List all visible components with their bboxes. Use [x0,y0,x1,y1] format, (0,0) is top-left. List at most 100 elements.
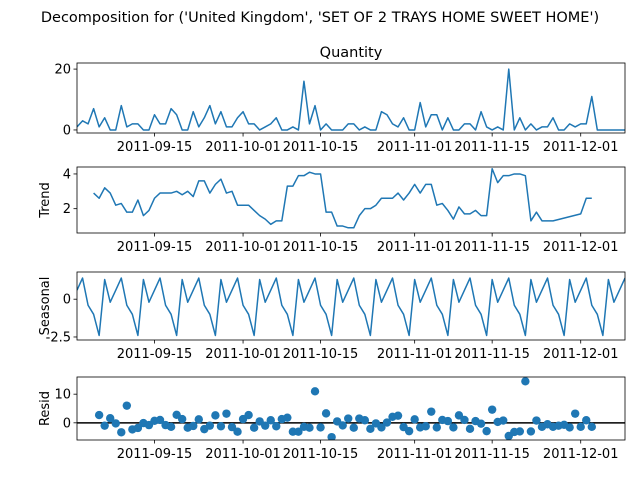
resid-point [155,415,165,425]
x-tick-label: 2011-10-15 [283,447,359,462]
resid-point [94,410,104,420]
resid-point [432,423,441,432]
x-tick-label: 2011-10-01 [205,240,281,255]
y-tick-label: 2 [63,202,71,217]
resid-point [515,427,525,436]
resid-point [294,427,303,436]
resid-point [100,421,109,430]
resid-point [443,416,453,426]
y-tick-label: 0 [63,416,71,431]
resid-point [410,415,419,424]
resid-point [310,387,320,396]
resid-point [194,415,203,424]
resid-point [582,416,591,425]
y-axis-label: Trend [38,182,53,219]
x-tick-label: 2011-11-15 [454,347,530,362]
observed-series-line [77,68,625,131]
panel-resid-plot [77,377,625,440]
resid-point [487,405,497,414]
resid-point [272,422,281,431]
resid-point [233,427,242,436]
x-tick-label: 2011-10-15 [283,347,359,362]
resid-point [216,422,226,431]
resid-point [460,415,469,425]
panel-seasonal: 0 -2.5 2011-09-15 2011-10-01 2011-10-15 2011-… [38,271,626,362]
chart-suptitle: Decomposition for ('United Kingdom', 'SE… [41,10,599,26]
x-tick-label: 2011-10-01 [205,347,281,362]
resid-point [360,416,370,425]
resid-point [576,422,585,432]
resid-point [565,423,574,432]
resid-point [338,421,347,430]
resid-point [222,409,231,418]
resid-point [344,414,353,423]
resid-point [327,432,336,440]
resid-point [261,421,270,430]
x-tick-label: 2011-11-15 [454,447,530,462]
resid-point [249,423,259,432]
resid-point [316,423,325,432]
resid-point [177,414,187,424]
panel-seasonal-plot [77,277,625,337]
resid-point [587,422,596,432]
y-axis-label: Resid [38,391,53,426]
x-tick-label: 2011-11-01 [377,240,453,255]
panel-trend: 2 4 2011-09-15 2011-10-01 2011-10-15 2011-11-… [38,166,626,255]
resid-point [305,423,314,432]
y-tick-label: 0 [63,123,71,138]
x-tick-label: 2011-12-01 [543,447,619,462]
resid-point [499,416,508,425]
resid-point [454,411,464,420]
x-tick-label: 2011-10-15 [283,240,359,255]
resid-point [482,426,491,436]
resid-point [521,377,530,386]
x-tick-label: 2011-10-01 [205,140,281,155]
resid-point [421,422,430,431]
x-tick-label: 2011-10-15 [283,140,359,155]
x-tick-label: 2011-09-15 [117,347,193,362]
resid-point [106,414,115,423]
x-tick-label: 2011-12-01 [543,140,619,155]
resid-point [393,411,403,420]
trend-series-line [93,167,592,229]
x-tick-label: 2011-09-15 [117,140,193,155]
resid-point [211,411,220,420]
resid-point [449,423,458,432]
resid-point [532,416,541,425]
x-tick-label: 2011-09-15 [117,240,193,255]
resid-point [349,423,358,432]
panel-observed-plot [77,68,625,131]
resid-point [166,422,176,432]
resid-point [227,422,237,432]
x-tick-label: 2011-11-01 [377,140,453,155]
y-tick-label: 10 [54,388,71,403]
panel-observed: 0 20 2011-09-15 2011-10-01 2011-10-15 2011-11… [54,45,626,155]
resid-point [205,421,215,430]
resid-point [382,418,392,427]
resid-point [283,413,292,422]
resid-point [366,424,375,434]
resid-point [321,409,331,418]
resid-point [244,410,253,420]
x-tick-label: 2011-11-01 [377,447,453,462]
resid-point [122,401,132,410]
y-tick-label: 0 [63,293,71,308]
resid-point [133,423,143,433]
resid-point [117,428,126,437]
x-tick-label: 2011-10-01 [205,447,281,462]
resid-point [427,407,436,416]
panel-resid: 0 10 2011-09-15 2011-10-01 2011-10-15 2011-11… [38,376,626,462]
panel-title: Quantity [320,45,383,61]
resid-point [189,421,198,431]
x-tick-label: 2011-09-15 [117,447,193,462]
y-tick-label: 4 [63,167,71,182]
y-tick-label: -2.5 [46,330,71,345]
resid-point [526,427,536,436]
resid-point [377,423,386,432]
x-tick-label: 2011-12-01 [543,347,619,362]
resid-point [476,419,486,428]
resid-point [266,416,275,425]
x-tick-label: 2011-11-15 [454,140,530,155]
panel-seasonal-frame [76,271,626,341]
